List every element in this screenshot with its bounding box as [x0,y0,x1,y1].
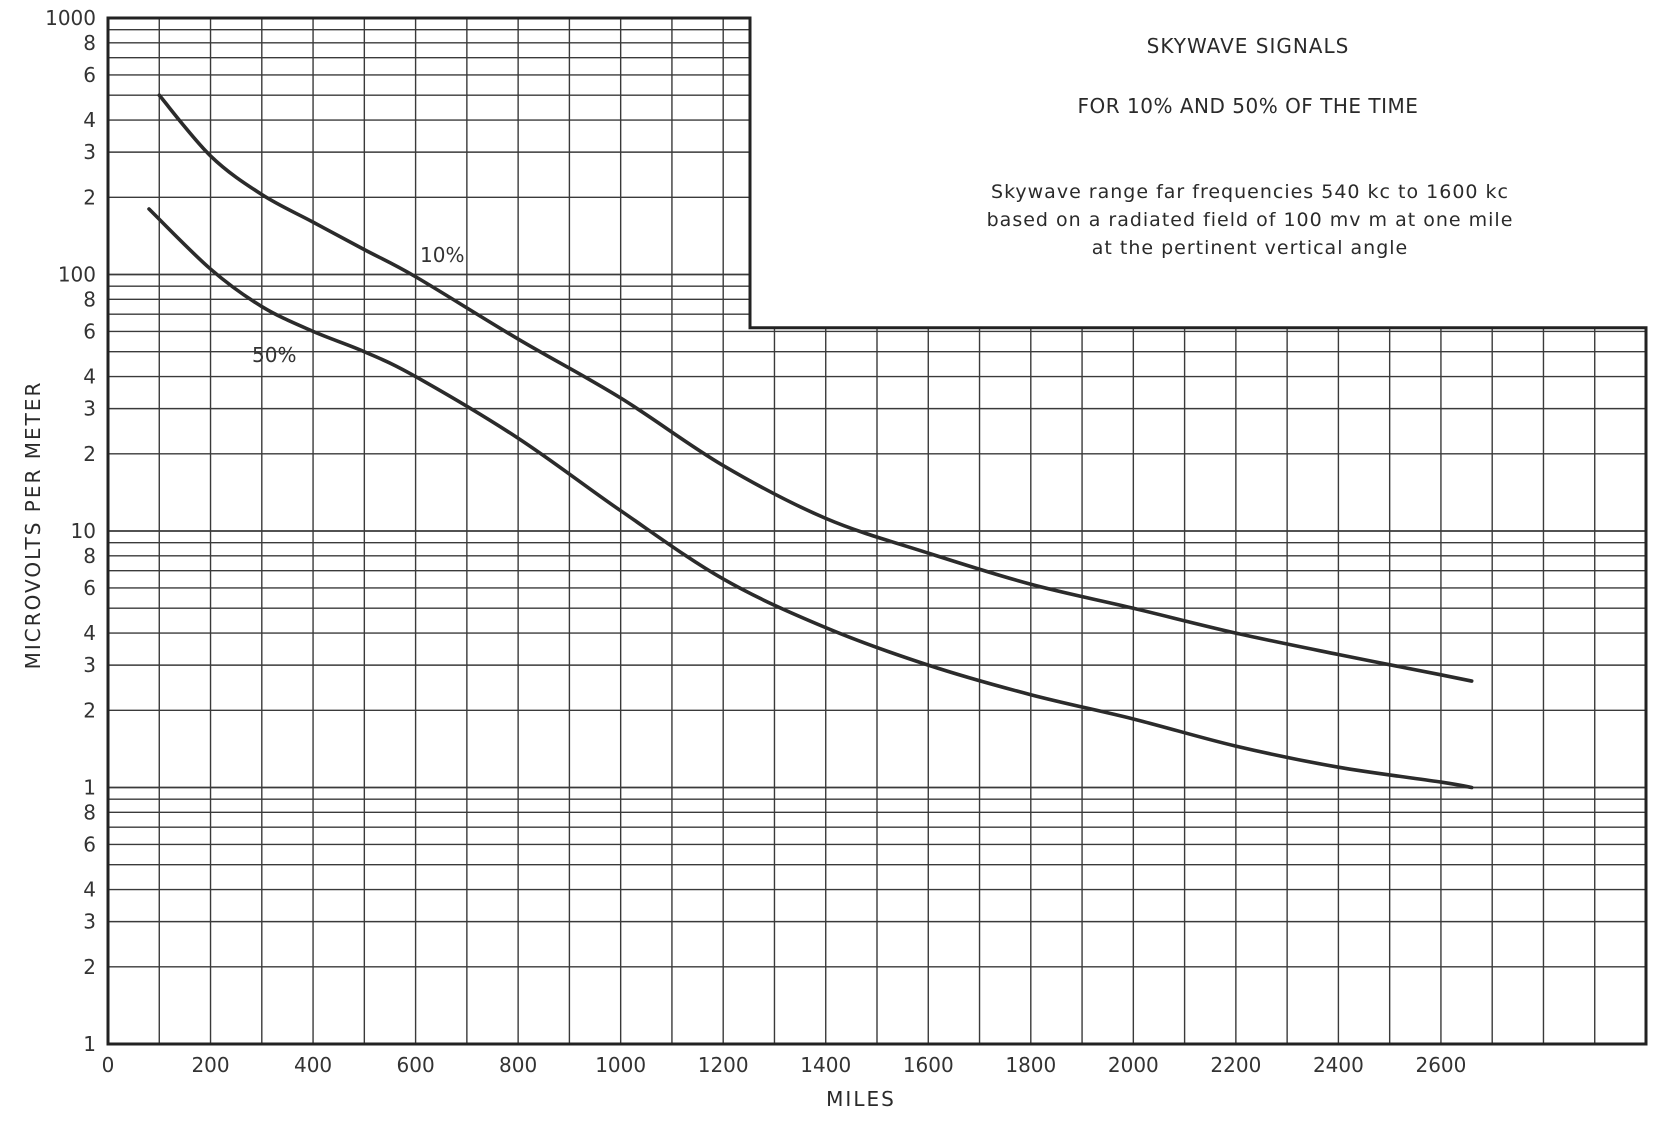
x-tick-label: 1400 [800,1053,851,1077]
series-line-50-percent [147,207,1474,790]
y-tick-label: 2 [83,698,96,722]
y-tick-label: 4 [83,621,96,645]
x-tick-labels: 0 200 400 600 800 1000 1200 1400 1600 1800 2000 220… [102,1053,1467,1077]
x-tick-label: 1800 [1005,1053,1056,1077]
x-tick-label: 200 [191,1053,229,1077]
y-tick-label: 3 [83,397,96,421]
y-tick-label: 3 [83,140,96,164]
series-label-10-percent: 10% [420,243,464,267]
y-tick-label: 4 [83,365,96,389]
x-tick-label: 1000 [595,1053,646,1077]
series-line-10-percent [157,93,1474,683]
y-tick-label: 100 [58,263,96,287]
x-tick-label: 1600 [903,1053,954,1077]
y-tick-label: 6 [83,319,96,343]
x-tick-label: 2000 [1108,1053,1159,1077]
x-tick-label: 1200 [698,1053,749,1077]
y-tick-label: 4 [83,878,96,902]
series-label-50-percent: 50% [252,343,296,367]
note-line-1: Skywave range far frequencies 540 kc to … [991,181,1509,203]
note-line-3: at the pertinent vertical angle [1091,237,1409,259]
y-tick-label: 8 [83,31,96,55]
chart-title: SKYWAVE SIGNALS [1146,34,1350,58]
x-tick-label: 2400 [1313,1053,1364,1077]
note-line-2: based on a radiated field of 100 mv m at… [986,209,1514,231]
y-tick-label: 8 [83,544,96,568]
y-tick-label: 6 [83,832,96,856]
y-tick-label: 2 [83,185,96,209]
y-tick-label: 6 [83,63,96,87]
y-tick-label: 1000 [45,6,96,30]
plot-frame [106,16,1648,1046]
x-tick-label: 2600 [1415,1053,1466,1077]
x-tick-label: 400 [294,1053,332,1077]
x-tick-label: 0 [102,1053,115,1077]
y-tick-label: 1 [83,1032,96,1056]
grid [108,18,1646,1044]
curves [147,93,1474,790]
y-tick-label: 2 [83,442,96,466]
chart-note: Skywave range far frequencies 540 kc to … [930,178,1570,262]
y-tick-label: 3 [83,653,96,677]
y-axis-label: MICROVOLTS PER METER [21,381,45,670]
y-tick-label: 4 [83,108,96,132]
y-tick-label: 1 [83,776,96,800]
y-tick-label: 8 [83,287,96,311]
y-tick-label: 6 [83,576,96,600]
chart-subtitle: FOR 10% AND 50% OF THE TIME [1077,94,1419,118]
y-tick-label: 3 [83,910,96,934]
x-tick-label: 600 [397,1053,435,1077]
x-axis-label: MILES [826,1087,896,1111]
y-tick-label: 10 [71,519,96,543]
y-tick-label: 2 [83,955,96,979]
y-tick-label: 8 [83,800,96,824]
x-tick-label: 800 [499,1053,537,1077]
x-tick-label: 2200 [1210,1053,1261,1077]
